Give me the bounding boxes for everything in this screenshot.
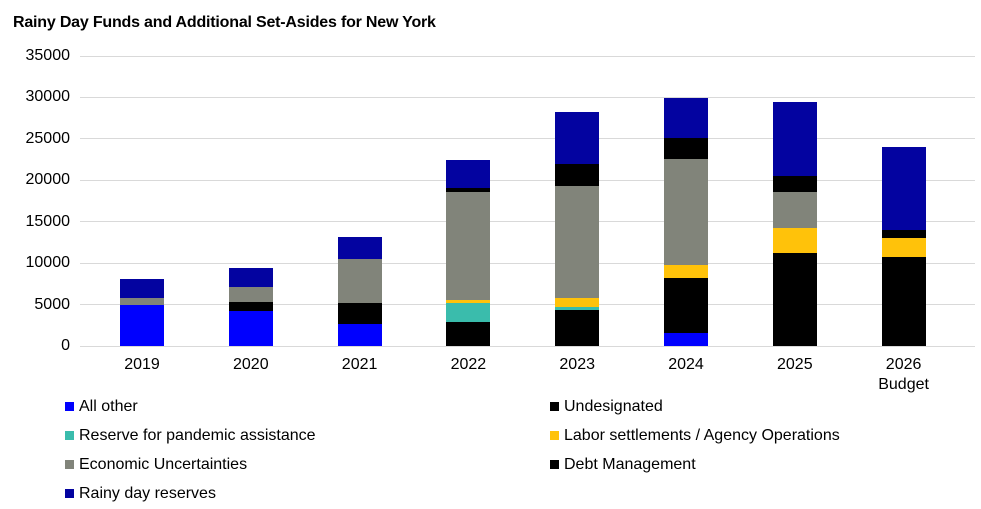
legend-item-debt-management: Debt Management bbox=[550, 450, 840, 479]
bar-2020 bbox=[228, 268, 273, 346]
legend-item-label: Economic Uncertainties bbox=[79, 455, 248, 473]
y-axis-label: 15000 bbox=[25, 212, 71, 230]
chart-title: Rainy Day Funds and Additional Set-Aside… bbox=[13, 14, 436, 31]
bar-segment bbox=[881, 257, 926, 346]
y-axis-label: 35000 bbox=[25, 47, 71, 64]
legend-item-labor-settlements-agency-operations: Labor settlements / Agency Operations bbox=[550, 421, 840, 450]
y-axis-label: 20000 bbox=[25, 171, 71, 189]
bar-segment bbox=[664, 158, 708, 265]
bar-segment bbox=[664, 332, 708, 346]
bar-segment bbox=[120, 305, 164, 346]
x-axis-label: 2020 bbox=[233, 356, 269, 373]
bar-segment bbox=[664, 98, 708, 139]
bar-segment bbox=[772, 102, 817, 177]
y-axis-label: 5000 bbox=[34, 295, 70, 313]
bar-2019 bbox=[120, 278, 164, 346]
gridline bbox=[80, 345, 975, 347]
x-axis-label: 2023 bbox=[559, 356, 595, 373]
bar-2026 bbox=[881, 147, 926, 346]
gridline bbox=[80, 138, 975, 140]
legend-column: Undesignated Labor settlements / Agency O… bbox=[550, 392, 840, 479]
bar-segment bbox=[664, 138, 708, 159]
y-axis-label: 30000 bbox=[25, 88, 71, 106]
x-axis-label: 2022 bbox=[450, 356, 487, 373]
legend-item-label: All other bbox=[79, 397, 138, 415]
gridline bbox=[80, 179, 975, 181]
legend-swatch bbox=[65, 402, 74, 411]
gridline bbox=[80, 96, 975, 98]
legend-swatch bbox=[550, 431, 559, 440]
bar-2022 bbox=[446, 160, 491, 346]
bar-segment bbox=[555, 163, 600, 187]
legend-item-reserve-for-pandemic-assistance: Reserve for pandemic assistance bbox=[65, 421, 316, 450]
bar-segment bbox=[555, 307, 600, 310]
bar-segment bbox=[446, 321, 491, 346]
y-axis-label: 25000 bbox=[25, 129, 71, 147]
bar-segment bbox=[555, 112, 600, 164]
bar-segment bbox=[120, 278, 164, 298]
bar-segment bbox=[337, 302, 382, 325]
bar-segment bbox=[228, 302, 273, 312]
bar-segment bbox=[337, 236, 382, 259]
bar-2023 bbox=[555, 112, 600, 346]
legend-item-all-other: All other bbox=[65, 392, 316, 421]
bar-segment bbox=[772, 228, 817, 254]
bar-segment bbox=[555, 297, 600, 308]
bar-segment bbox=[664, 278, 708, 333]
x-axis-label: 2026 Budget bbox=[878, 356, 929, 393]
plot-area bbox=[80, 55, 975, 347]
x-axis-label: 2024 bbox=[668, 356, 704, 373]
x-axis-label: 2019 bbox=[124, 356, 160, 373]
legend-swatch bbox=[65, 489, 74, 498]
legend-item-label: Reserve for pandemic assistance bbox=[79, 426, 316, 444]
gridline bbox=[80, 262, 975, 264]
bar-segment bbox=[881, 147, 926, 230]
legend-item-label: Debt Management bbox=[564, 455, 696, 473]
legend-swatch bbox=[65, 431, 74, 440]
x-axis-label: 2025 bbox=[777, 356, 813, 373]
bar-segment bbox=[228, 311, 273, 346]
bar-segment bbox=[228, 287, 273, 303]
legend-swatch bbox=[550, 402, 559, 411]
legend-swatch bbox=[550, 460, 559, 469]
bar-segment bbox=[446, 191, 491, 301]
bar-2024 bbox=[664, 98, 708, 346]
bar-segment bbox=[555, 186, 600, 298]
gridline bbox=[80, 304, 975, 306]
bar-segment bbox=[337, 258, 382, 303]
bar-segment bbox=[120, 297, 164, 306]
gridline bbox=[80, 55, 975, 57]
bar-segment bbox=[664, 264, 708, 279]
legend-item-economic-uncertainties: Economic Uncertainties bbox=[65, 450, 316, 479]
legend-item-undesignated: Undesignated bbox=[550, 392, 840, 421]
bar-segment bbox=[446, 302, 491, 322]
y-axis-label: 0 bbox=[61, 337, 70, 354]
bar-2021 bbox=[337, 236, 382, 346]
bar-segment bbox=[772, 176, 817, 192]
bar-2025 bbox=[772, 102, 817, 346]
legend-item-label: Rainy day reserves bbox=[79, 484, 216, 502]
bar-segment bbox=[555, 309, 600, 346]
bar-segment bbox=[446, 300, 491, 303]
legend-swatch bbox=[65, 460, 74, 469]
legend-item-label: Labor settlements / Agency Operations bbox=[564, 426, 840, 444]
bar-segment bbox=[772, 253, 817, 346]
legend-column: All other Reserve for pandemic assistance… bbox=[65, 392, 316, 508]
bar-segment bbox=[228, 268, 273, 288]
legend-item-label: Undesignated bbox=[564, 397, 663, 415]
bar-segment bbox=[881, 238, 926, 258]
legend-item-rainy-day-reserves: Rainy day reserves bbox=[65, 479, 316, 508]
bar-segment bbox=[446, 187, 491, 192]
y-axis-label: 10000 bbox=[25, 254, 71, 272]
bar-segment bbox=[881, 229, 926, 239]
gridline bbox=[80, 221, 975, 223]
bar-segment bbox=[446, 160, 491, 188]
bar-segment bbox=[772, 191, 817, 229]
bar-segment bbox=[337, 324, 382, 346]
x-axis-label: 2021 bbox=[341, 356, 378, 373]
